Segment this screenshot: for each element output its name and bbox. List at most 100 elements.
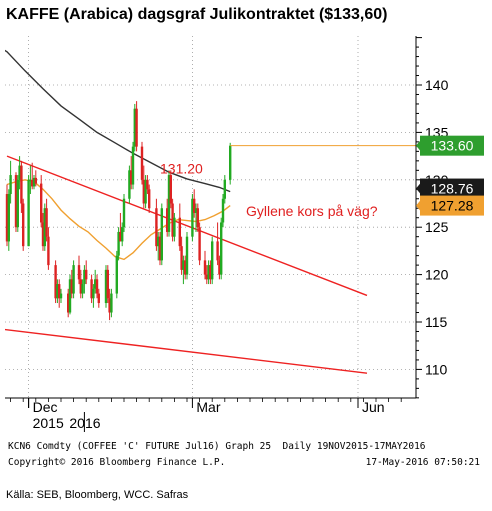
candle-body [128,170,131,199]
candle-body [115,255,118,294]
ma-long-line [5,49,231,193]
candle-body [43,208,46,247]
price-label-text: 127.28 [431,198,474,214]
candle-body [31,179,34,187]
candle-body [68,279,72,313]
candle-body [22,203,25,247]
x-tick-label: Mar [196,399,220,415]
candle-body [9,175,12,195]
candle-body [90,279,93,299]
candle-body [180,246,183,270]
candle-body [148,189,151,209]
candle-body [40,183,43,223]
candle-body [205,274,208,280]
candle-body [220,222,223,275]
candle-body [7,194,10,242]
candle-body [18,165,21,180]
price-label-text: 128.76 [431,181,474,197]
candle-body [178,217,181,247]
price-label-bg [420,135,484,156]
annotation-golden-cross: Gyllene kors på väg? [246,203,378,219]
source-text: Källa: SEB, Bloomberg, WCC. Safras [6,489,189,501]
candle-body [229,145,232,180]
candle-body [223,179,226,199]
copyright-text: Copyright© 2016 Bloomberg Finance L.P. [8,457,226,468]
chart-title: KAFFE (Arabica) dagsgraf Julikontraktet … [6,6,388,23]
candle-body [133,108,136,147]
price-label: 127.28 [416,195,484,216]
price-label: 128.76 [416,178,484,199]
price-labels-layer: 128.76 133.60 127.28 131.20 Gyllene kors på … [160,135,484,219]
axes-layer: 110115120125130135140Dec2015Mar2016Jun [5,36,449,432]
candle-body [144,179,147,204]
candle-body [95,279,99,294]
candle-body [108,298,111,313]
price-label-text: 133.60 [431,138,474,154]
x-tick-label: Jun [362,399,385,415]
price-label: 133.60 [416,135,484,156]
ma-short-line [6,179,231,261]
candle-body [131,146,135,185]
candle-body [70,279,73,294]
candle-body [14,175,18,228]
candle-body [135,108,138,147]
candle-body [166,208,169,232]
price-label-bg [420,178,484,199]
candle-body [56,284,59,299]
candle-body [83,269,86,285]
candle-body [167,175,171,232]
candle-body [173,217,176,237]
candles-layer [5,101,422,321]
candle-body [196,208,199,228]
candle-body [218,260,221,275]
x-tick-label: 2015 [33,415,64,431]
annotation-high-label: 131.20 [160,160,203,176]
candle-body [85,269,88,280]
candlestick-chart: 110115120125130135140Dec2015Mar2016Jun 1… [5,36,484,432]
candle-body [16,179,19,228]
candle-body [81,284,84,294]
candle-body [221,198,225,223]
trend-lines-layer [5,155,368,374]
candle-body [97,293,100,304]
candle-body [117,231,120,256]
candle-body [58,284,61,299]
y-tick-label: 125 [425,219,449,235]
candle-body [211,241,214,280]
candle-body [142,179,145,204]
candle-body [209,265,212,280]
trend-line [6,155,368,297]
x-tick-label: Dec [33,399,58,415]
candle-body [207,265,210,280]
candle-body [155,208,158,247]
candle-body [29,179,32,181]
candle-body [157,236,160,247]
price-label-arrow [416,139,421,152]
candle-body [5,194,9,242]
candle-body [34,177,37,184]
candle-body [77,265,81,280]
candle-body [59,293,63,299]
y-tick-label: 140 [425,77,449,93]
candle-body [194,208,198,213]
y-tick-label: 115 [425,314,448,330]
candle-body [160,208,163,261]
candle-body [110,293,113,313]
y-tick-label: 120 [425,267,449,283]
price-label-bg [420,195,484,216]
candle-body [54,265,57,299]
candle-body [41,222,45,247]
candle-body [32,177,36,187]
candle-body [106,269,109,299]
candle-body [184,260,187,275]
candle-body [203,260,207,275]
candle-body [146,179,149,190]
candle-body [79,279,82,294]
candle-body [72,265,75,294]
x-tick-label: 2016 [69,415,100,431]
candle-body [171,203,174,237]
price-label-arrow [416,199,421,212]
candle-body [47,236,50,266]
candle-body [216,241,219,261]
candle-body [185,236,189,275]
